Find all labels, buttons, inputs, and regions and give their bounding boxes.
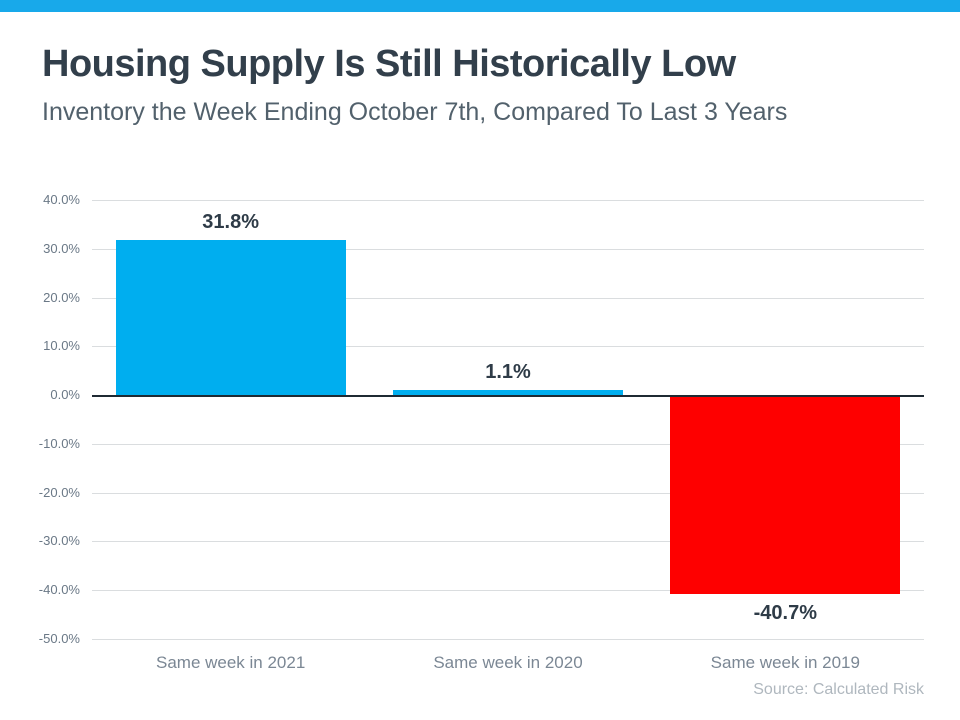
y-axis-tick-label: 30.0% <box>43 240 80 256</box>
x-axis-category-label: Same week in 2019 <box>710 653 860 672</box>
bar <box>670 395 901 594</box>
y-axis-tick-label: -10.0% <box>38 435 80 451</box>
bar <box>115 239 346 396</box>
y-axis-tick-label: -20.0% <box>38 484 80 500</box>
y-axis-tick-label: 0.0% <box>50 387 80 403</box>
zero-axis-line <box>92 395 924 398</box>
y-axis-tick-label: 20.0% <box>43 289 80 305</box>
bar-value-label: 31.8% <box>202 210 260 233</box>
gridline <box>92 297 924 299</box>
gridline <box>92 541 924 543</box>
y-axis-tick-label: -30.0% <box>38 533 80 549</box>
gridline <box>92 248 924 250</box>
bar-chart-plot-area: 40.0% 30.0% 20.0% 10.0% 0.0% -10.0% -20.0% -30.… <box>39 192 924 672</box>
page-subtitle: Inventory the Week Ending October 7th, C… <box>42 98 788 126</box>
page-title: Housing Supply Is Still Historically Low <box>42 43 736 85</box>
gridline <box>92 443 924 445</box>
gridline <box>92 200 924 201</box>
y-axis-tick-label: -50.0% <box>38 631 80 646</box>
gridline <box>92 639 924 640</box>
gridline <box>92 346 924 348</box>
x-axis-category-label: Same week in 2021 <box>155 653 306 672</box>
y-axis-tick-label: 10.0% <box>43 338 80 354</box>
gridline <box>92 590 924 592</box>
y-axis-tick-label: -40.0% <box>38 582 80 598</box>
bar-value-label: 1.1% <box>485 360 531 383</box>
source-credit: Source: Calculated Risk <box>753 681 924 698</box>
bar-value-label: -40.7% <box>753 601 818 624</box>
x-axis-category-label: Same week in 2020 <box>433 653 583 672</box>
accent-stripe <box>0 0 960 12</box>
gridline <box>92 492 924 494</box>
bar <box>393 389 623 396</box>
y-axis-tick-label: 40.0% <box>43 192 80 207</box>
